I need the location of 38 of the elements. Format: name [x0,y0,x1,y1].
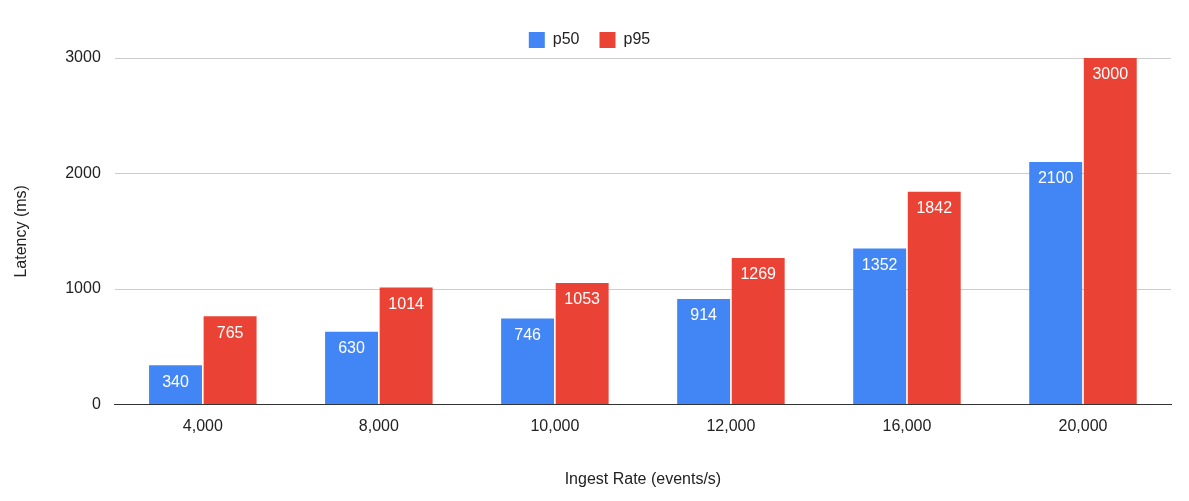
bar [379,287,433,405]
data-label: 746 [514,325,542,343]
legend-label: p50 [552,30,580,48]
data-label: 3000 [1092,65,1129,83]
data-label: 1053 [564,290,601,308]
bar [731,257,785,405]
y-tick-label: 1000 [65,279,101,297]
data-label: 1352 [861,255,898,273]
x-axis-title: Ingest Rate (events/s) [564,469,722,487]
y-tick-label: 2000 [65,163,101,181]
bar [325,331,379,405]
bar [555,282,609,405]
bar [1029,161,1083,405]
data-label: 914 [690,306,718,324]
bar [677,299,731,405]
y-tick-label: 0 [91,395,101,413]
x-tick-label: 16,000 [882,416,932,434]
x-tick-label: 20,000 [1058,416,1108,434]
y-tick-label: 3000 [65,48,101,66]
data-label: 630 [338,339,366,357]
x-tick-label: 10,000 [530,416,580,434]
bar [1083,58,1137,405]
data-label: 2100 [1037,169,1074,187]
data-label: 1014 [388,294,425,312]
data-label: 765 [216,323,244,341]
data-label: 1842 [916,199,953,217]
data-label: 1269 [740,265,777,283]
x-tick-label: 12,000 [706,416,756,434]
y-axis-title: Latency (ms) [12,185,30,278]
x-tick-label: 4,000 [182,416,223,434]
bar [853,248,907,405]
bar [907,191,961,405]
bar [203,316,257,405]
bar [149,365,202,405]
x-tick-label: 8,000 [358,416,399,434]
legend-label: p95 [623,30,651,48]
bar [501,318,555,405]
data-label: 340 [162,372,189,390]
